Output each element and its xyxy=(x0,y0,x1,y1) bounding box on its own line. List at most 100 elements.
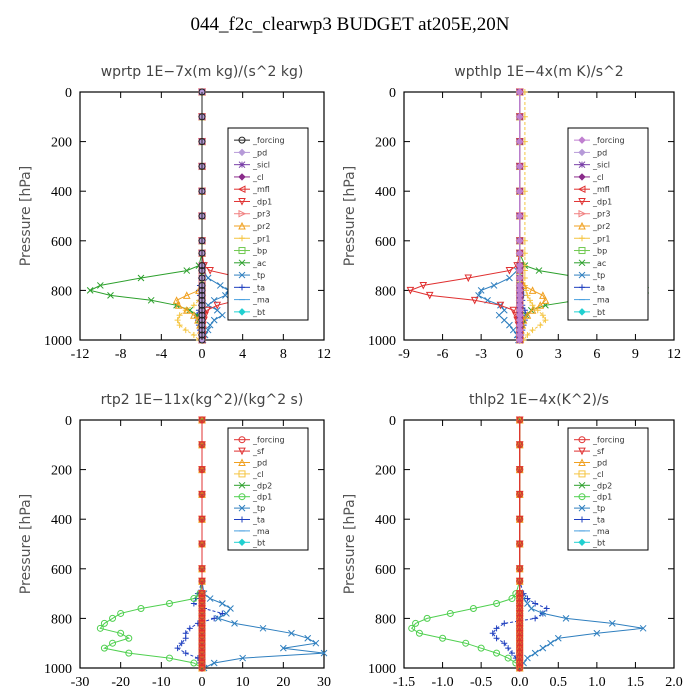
series-point-tp xyxy=(210,316,218,324)
series-point-dp1 xyxy=(109,639,117,647)
series-point-forcing xyxy=(198,565,206,573)
series-point-ta xyxy=(532,600,539,607)
x-tick-label: 6 xyxy=(593,347,600,362)
legend-swatch-marker xyxy=(578,259,586,267)
series-point-ac xyxy=(107,292,114,299)
legend-label: _cl xyxy=(592,470,604,479)
series-point-dp1 xyxy=(117,629,125,637)
legend-label: _ma xyxy=(592,296,610,305)
legend-label: _sf xyxy=(592,447,604,456)
series-point-forcing xyxy=(198,659,206,667)
series-point-pr1 xyxy=(542,317,549,324)
legend-swatch-marker xyxy=(578,447,586,456)
series-point-dp1 xyxy=(512,659,520,667)
legend-swatch-marker xyxy=(578,470,586,478)
legend: _forcing _pd _sicl _cl _mfl _dp1 _pr3 _pr2 _pr1 _… xyxy=(227,127,309,321)
series-point-dp1 xyxy=(109,614,117,622)
series-point-ta xyxy=(174,645,181,652)
x-tick-label: 1.5 xyxy=(627,675,645,690)
legend-label: _dp2 xyxy=(252,481,272,490)
series-point-pr1 xyxy=(176,322,183,329)
series-point-dp1 xyxy=(493,649,501,657)
legend-swatch-marker xyxy=(238,161,246,169)
x-tick-label: 30 xyxy=(317,675,331,690)
legend: _forcing _sf _pd _cl _dp2 _dp1 _tp _ta _ma _bt xyxy=(227,427,309,551)
series-point-forcing xyxy=(198,286,206,294)
series-point-dp1 xyxy=(505,267,514,275)
legend-label: _mfl xyxy=(252,185,270,194)
series-point-tp xyxy=(509,326,517,334)
series-point-dp1 xyxy=(165,600,173,608)
x-tick-label: -1.0 xyxy=(431,675,453,690)
legend-label: _forcing xyxy=(592,436,625,445)
legend-label: _ta xyxy=(592,516,605,525)
legend-label: _pr2 xyxy=(252,222,270,231)
series-point-pr1 xyxy=(176,312,183,319)
x-tick-label: 12 xyxy=(317,347,331,362)
legend-swatch-marker xyxy=(239,235,245,242)
legend-swatch-marker xyxy=(238,209,247,218)
series-point-tp xyxy=(214,615,222,622)
legend-label: _bp xyxy=(252,247,267,256)
series-point-tp xyxy=(218,600,226,607)
series-point-forcing xyxy=(516,595,524,603)
legend-label: _cl xyxy=(592,173,604,182)
series-point-forcing xyxy=(516,624,524,632)
chart-panel-2: wpthlp 1E−4x(m K)/s^2 Pressure [hPa] -9 -6 -… xyxy=(342,64,681,362)
series-point-tp xyxy=(608,620,616,627)
legend-label: _pr1 xyxy=(592,234,610,243)
series-point-dp1 xyxy=(470,296,479,305)
x-tick-label: 8 xyxy=(280,347,287,362)
series-point-pr1 xyxy=(524,332,531,339)
series-point-forcing xyxy=(516,490,524,498)
series-point-forcing xyxy=(198,249,206,257)
series-point-forcing xyxy=(516,664,524,672)
legend-swatch-marker xyxy=(578,271,586,279)
legend-label: _sicl xyxy=(592,161,610,170)
legend-label: _sf xyxy=(252,447,264,456)
x-tick-label: 0 xyxy=(199,347,206,362)
series-point-forcing xyxy=(198,237,206,245)
legend-swatch-marker xyxy=(238,247,246,255)
series-point-tp xyxy=(562,615,570,622)
series-point-tp xyxy=(539,610,547,617)
series-point-forcing xyxy=(516,540,524,548)
series-point-forcing xyxy=(198,515,206,523)
legend-swatch-marker xyxy=(578,308,586,316)
legend-label: _ta xyxy=(592,283,605,292)
y-tick-label: 600 xyxy=(51,563,72,578)
series-point-tp xyxy=(500,316,508,324)
series-point-tp xyxy=(222,292,229,299)
series-point-dp1 xyxy=(419,281,428,290)
legend-swatch-marker xyxy=(238,493,246,501)
series-point-forcing xyxy=(198,301,206,309)
y-tick-label: 800 xyxy=(375,284,396,299)
plot-frame xyxy=(403,419,675,669)
series-point-pr2 xyxy=(182,306,191,314)
legend-label: _dp1 xyxy=(592,493,612,502)
legend-swatch-marker xyxy=(578,481,586,489)
legend-swatch-marker xyxy=(238,538,246,547)
legend-label: _ta xyxy=(252,283,265,292)
legend-label: _mfl xyxy=(592,185,610,194)
legend-swatch-marker xyxy=(238,259,246,267)
y-tick-label: 200 xyxy=(375,464,396,479)
series-point-tp xyxy=(279,644,287,652)
series-point-forcing xyxy=(198,267,206,275)
legend-label: _pd xyxy=(252,148,267,157)
series-point-ta xyxy=(532,615,539,622)
series-point-dp1 xyxy=(415,629,423,637)
x-tick-label: -6 xyxy=(437,347,449,362)
legend-label: _tp xyxy=(252,271,265,280)
series-point-tp xyxy=(554,634,562,642)
x-tick-label: 9 xyxy=(632,347,639,362)
legend-swatch-marker xyxy=(578,436,586,444)
legend-swatch-marker xyxy=(578,209,587,218)
y-tick-label: 600 xyxy=(51,235,72,250)
series-point-forcing xyxy=(516,162,524,171)
legend-swatch-marker xyxy=(238,197,246,206)
x-tick-label: 10 xyxy=(236,675,250,690)
series-point-forcing xyxy=(198,600,206,608)
legend-swatch-marker xyxy=(238,308,246,316)
